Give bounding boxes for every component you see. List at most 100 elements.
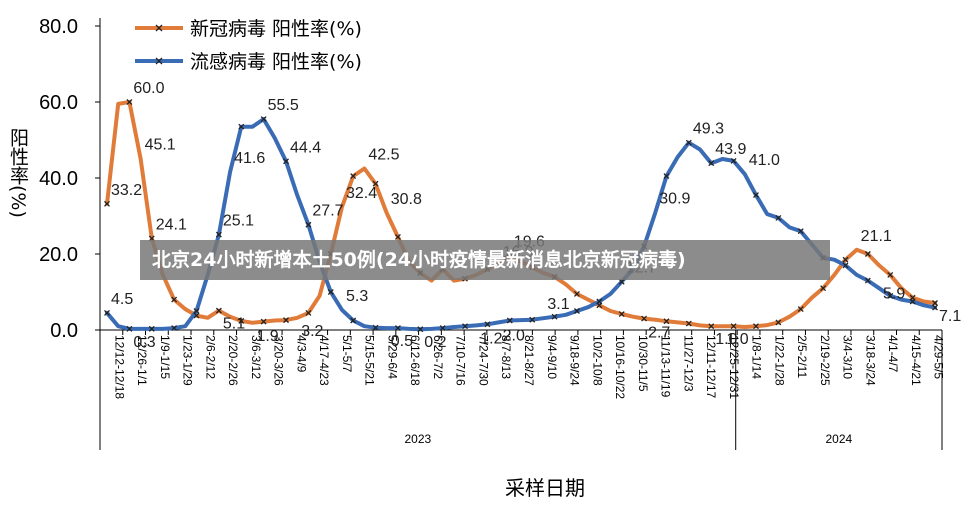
data-point [394, 325, 401, 332]
data-point [864, 251, 871, 257]
data-point [797, 228, 804, 235]
x-tick-label: 6/26-7/2 [431, 335, 445, 379]
x-tick-label: 2/19-2/25 [818, 335, 832, 386]
data-label: 42.5 [368, 147, 399, 164]
legend: 新冠病毒 阳性率(%) 流感病毒 阳性率(%) [135, 18, 362, 73]
x-tick-label: 11/13-11/19 [659, 335, 673, 398]
legend-marker [155, 24, 163, 32]
x-tick-label: 12/25-12/31 [727, 335, 741, 399]
x-tick-label: 4/15-4/21 [909, 335, 923, 386]
data-point [685, 320, 692, 327]
data-point [305, 221, 312, 228]
data-label: 1.9 [256, 328, 278, 345]
data-point [126, 99, 133, 105]
data-point [148, 325, 155, 332]
series-line-flu [105, 117, 937, 332]
x-tick-label: 4/17-4/23 [317, 335, 331, 386]
data-point [215, 231, 222, 238]
data-point [753, 323, 759, 330]
data-label: 43.9 [715, 141, 746, 158]
data-point [551, 313, 558, 320]
data-point [439, 325, 446, 332]
x-tick-label: 3/20-3/26 [272, 335, 286, 386]
data-point [506, 317, 513, 324]
x-tick-label: 10/2-10/8 [590, 335, 604, 386]
data-point [932, 300, 938, 306]
x-tick-label: 7/24-7/30 [476, 335, 490, 386]
y-tick-label: 0.0 [50, 320, 78, 342]
x-tick-label: 1/22-1/28 [772, 335, 786, 386]
data-point [663, 173, 670, 180]
data-point [730, 157, 737, 164]
data-point [350, 317, 357, 324]
x-tick-label: 3/18-3/24 [863, 335, 877, 386]
data-point [193, 308, 200, 314]
data-labels: 33.260.045.124.15.11.93.232.442.530.816.… [111, 80, 961, 351]
data-point [797, 306, 804, 313]
data-label: 1.2 [480, 330, 502, 347]
x-tick-label: 11/27-12/3 [681, 335, 695, 392]
data-point [932, 304, 938, 311]
data-point [820, 285, 827, 292]
data-label: 4.5 [111, 291, 133, 308]
data-point [708, 323, 715, 330]
data-point [305, 309, 312, 316]
data-label: 1.0 [726, 331, 748, 348]
data-label: 49.3 [693, 121, 724, 138]
data-label: 2.7 [648, 325, 670, 342]
legend-marker [155, 57, 163, 65]
data-point [394, 233, 401, 240]
data-point [753, 192, 759, 199]
data-label: 27.7 [312, 203, 343, 220]
data-point [484, 321, 491, 328]
data-point [283, 317, 289, 324]
x-tick-labels: 12/12-12/18 12/26-1/1 1/9-1/15 1/23-1/29 2/6… [112, 335, 945, 399]
data-label: 24.1 [156, 216, 187, 233]
data-point [887, 271, 894, 278]
data-point [685, 139, 692, 146]
x-tick-label: 1/23-1/29 [181, 335, 195, 386]
overlay-banner: 北京24小时新增本土50例(24小时疫情最新消息北京新冠病毒) [140, 240, 830, 280]
x-tick-label: 5/15-5/21 [363, 335, 377, 386]
data-point [283, 158, 289, 165]
data-point [215, 307, 222, 314]
data-point [327, 289, 334, 295]
x-tick-label: 7/10-7/16 [454, 335, 468, 386]
x-tick-label: 3/6-3/12 [249, 335, 263, 379]
x-tick-label: 5/29-6/4 [385, 335, 399, 379]
data-point [372, 324, 379, 331]
x-tick-label: 10/16-10/22 [613, 335, 627, 399]
data-point [775, 214, 782, 221]
data-point [104, 309, 110, 316]
x-tick-label: 1/9-1/15 [158, 335, 172, 379]
data-label: 44.4 [290, 139, 321, 156]
x-tick-label: 2/20-2/26 [226, 335, 240, 386]
x-tick-label: 6/12-6/18 [408, 335, 422, 386]
year-label: 2023 [405, 432, 432, 446]
y-tick-labels: 0.0 20.0 40.0 60.0 80.0 [39, 16, 78, 342]
x-tick-label: 3/4-3/10 [841, 335, 855, 379]
data-label: 5.1 [223, 316, 245, 333]
data-point [126, 325, 133, 332]
data-point [618, 278, 625, 285]
legend-entry: 流感病毒 阳性率(%) [190, 51, 362, 73]
data-point [238, 123, 245, 130]
chart-axes [95, 18, 943, 450]
data-label: 41.0 [749, 152, 780, 169]
data-point [842, 256, 849, 263]
data-point [618, 311, 625, 317]
data-point [775, 319, 782, 326]
legend-entry: 新冠病毒 阳性率(%) [190, 18, 362, 40]
data-label: 45.1 [145, 137, 176, 154]
x-tick-label: 4/3-4/9 [294, 335, 308, 373]
data-label: 41.6 [234, 150, 265, 167]
data-label: 25.1 [223, 213, 254, 230]
data-point [842, 262, 849, 269]
x-tick-label: 9/4-9/10 [545, 335, 559, 379]
x-tick-label: 2/6-2/12 [203, 335, 217, 379]
x-tick-label: 12/11-12/17 [704, 335, 718, 398]
data-point [104, 200, 110, 207]
data-point [462, 323, 469, 330]
year-label: 2024 [826, 432, 853, 446]
data-point [708, 160, 715, 167]
